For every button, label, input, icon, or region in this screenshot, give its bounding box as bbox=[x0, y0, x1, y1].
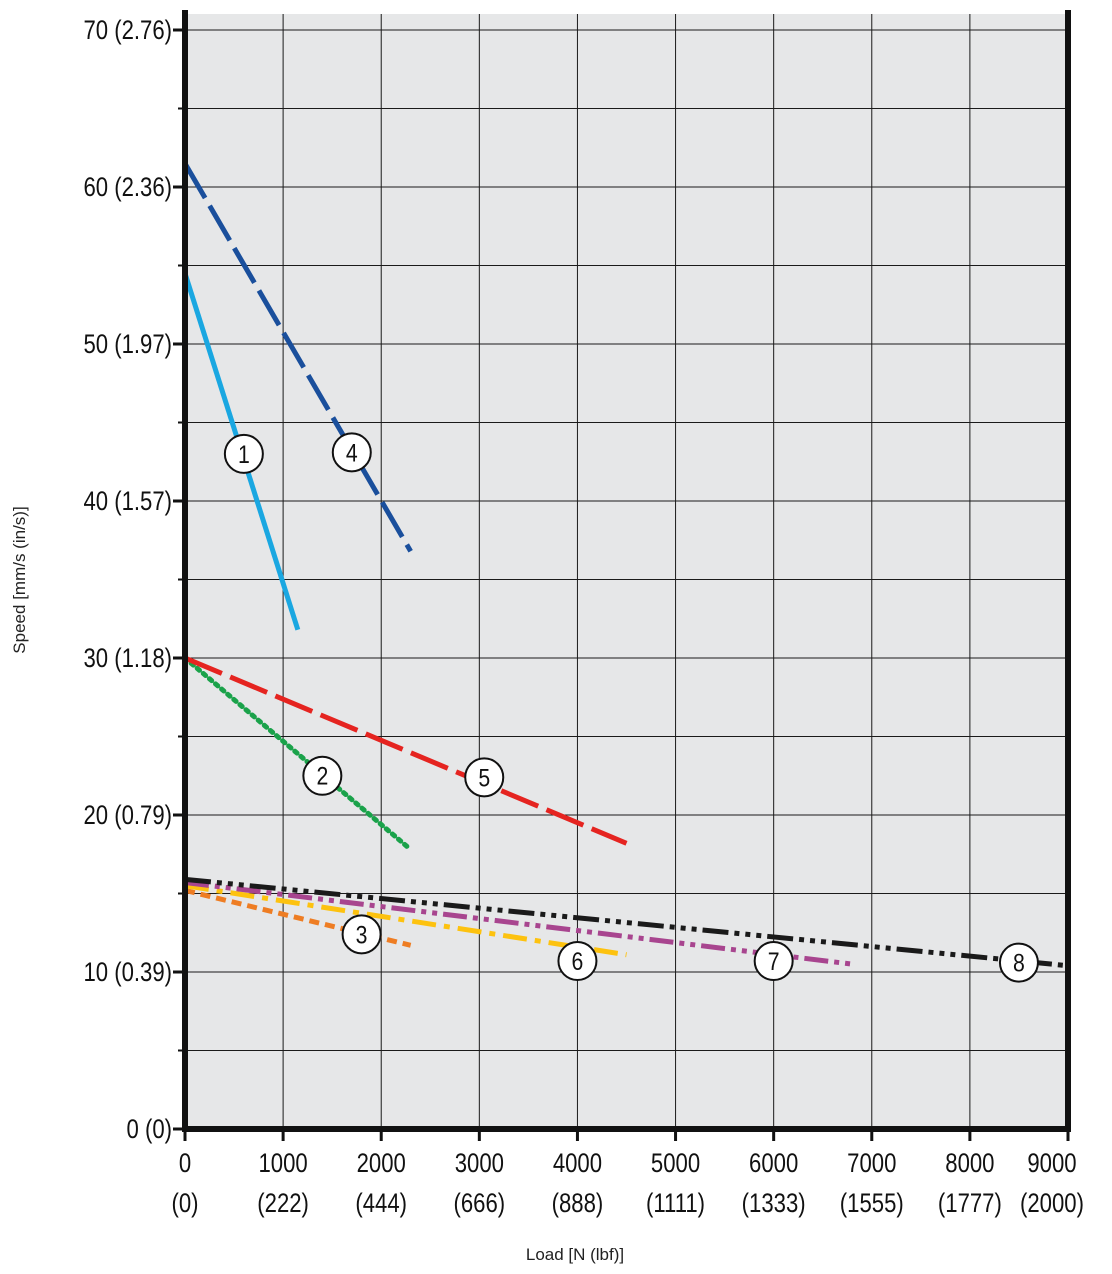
series-line-4 bbox=[182, 162, 413, 553]
series-marker-circle-1 bbox=[223, 433, 264, 474]
x-tick-label: 9000 bbox=[1027, 1149, 1076, 1179]
series-marker-label-4: 4 bbox=[346, 439, 358, 467]
series-marker-circle-3 bbox=[341, 914, 382, 955]
x-tick-sublabel: (1555) bbox=[840, 1189, 904, 1219]
series-marker-label-2: 2 bbox=[316, 762, 328, 790]
series-marker-circle-4 bbox=[331, 432, 372, 473]
x-tick-label: 7000 bbox=[847, 1149, 896, 1179]
series-markers: 1 2 3 4 5 6 7 8 bbox=[223, 432, 1039, 983]
y-tick-label: 60 (2.36) bbox=[83, 173, 172, 203]
x-tick-sublabel: (222) bbox=[257, 1189, 309, 1219]
y-tick-label: 10 (0.39) bbox=[83, 958, 172, 988]
x-tick-label: 6000 bbox=[749, 1149, 798, 1179]
series-marker-label-8: 8 bbox=[1013, 949, 1025, 977]
series-line-7 bbox=[184, 880, 853, 967]
y-tick-label: 70 (2.76) bbox=[83, 16, 172, 46]
x-tick-label: 4000 bbox=[553, 1149, 602, 1179]
x-tick-sublabel: (0) bbox=[171, 1189, 198, 1219]
x-tick-label: 8000 bbox=[945, 1149, 994, 1179]
x-tick-sublabel: (1111) bbox=[646, 1189, 705, 1219]
x-tick-sublabel: (2000) bbox=[1020, 1189, 1084, 1219]
y-axis-label: Speed [mm/s (in/s)] bbox=[10, 506, 29, 653]
x-tick-label: 2000 bbox=[357, 1149, 406, 1179]
x-tick-sublabel: (1777) bbox=[938, 1189, 1002, 1219]
axes bbox=[173, 10, 1071, 1141]
y-tick-label: 50 (1.97) bbox=[83, 330, 172, 360]
series-line-2 bbox=[182, 655, 414, 853]
series-marker-label-3: 3 bbox=[356, 921, 368, 949]
x-axis-label: Load [N (lbf)] bbox=[526, 1245, 624, 1264]
y-tick-label: 20 (0.79) bbox=[83, 801, 172, 831]
x-tick-sublabel: (666) bbox=[454, 1189, 506, 1219]
series-marker-label-7: 7 bbox=[768, 947, 780, 975]
y-tick-label: 30 (1.18) bbox=[83, 644, 172, 674]
x-tick-labels: 0 (0) 1000 (222) 2000 (444) 3000 (666) 4000 (888)… bbox=[171, 1149, 1084, 1219]
series-marker-label-6: 6 bbox=[572, 947, 584, 975]
x-tick-label: 5000 bbox=[651, 1149, 700, 1179]
y-tick-label: 40 (1.57) bbox=[83, 487, 172, 517]
plot-background bbox=[185, 14, 1068, 1129]
series-marker-label-1: 1 bbox=[238, 440, 250, 468]
series-line-8 bbox=[184, 876, 1069, 969]
y-tick-labels: 0 (0) 10 (0.39) 20 (0.79) 30 (1.18) 40 (1.57… bbox=[83, 16, 172, 1145]
series-marker-label-5: 5 bbox=[478, 764, 490, 792]
series-marker-circle-2 bbox=[302, 755, 343, 796]
x-tick-label: 0 bbox=[179, 1149, 191, 1179]
series-line-5 bbox=[184, 655, 628, 846]
series-marker-circle-8 bbox=[998, 942, 1039, 983]
x-tick-sublabel: (888) bbox=[552, 1189, 604, 1219]
x-tick-sublabel: (444) bbox=[355, 1189, 407, 1219]
series-marker-circle-5 bbox=[464, 757, 505, 798]
series-marker-circle-7 bbox=[753, 941, 794, 982]
x-tick-label: 3000 bbox=[455, 1149, 504, 1179]
x-tick-sublabel: (1333) bbox=[742, 1189, 806, 1219]
y-tick-label: 0 (0) bbox=[127, 1115, 172, 1145]
x-tick-label: 1000 bbox=[259, 1149, 308, 1179]
series-line-6 bbox=[184, 883, 627, 958]
series-marker-circle-6 bbox=[557, 941, 598, 982]
